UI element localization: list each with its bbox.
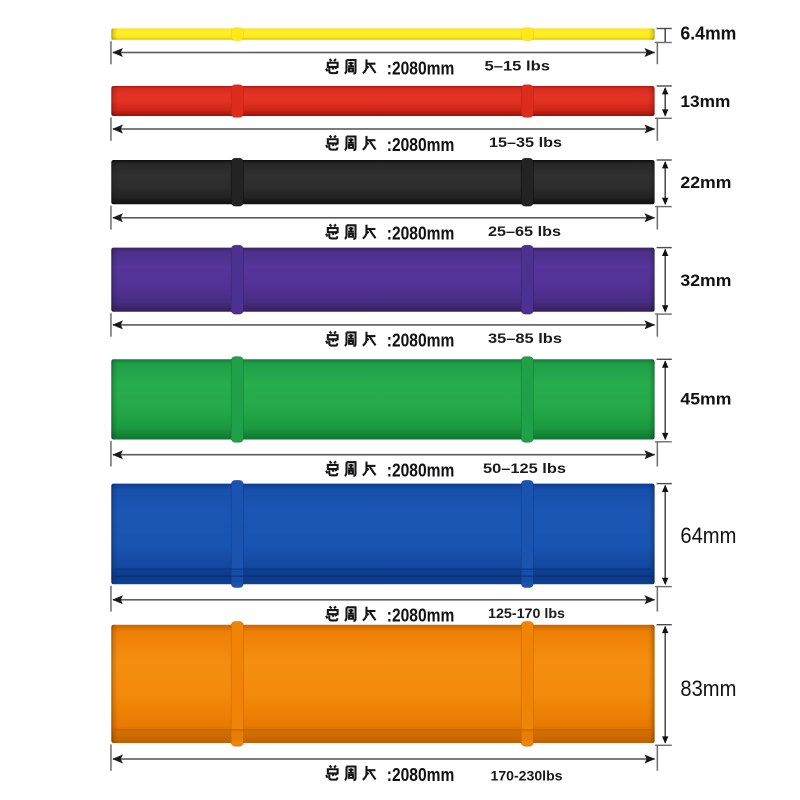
svg-text::2080mm: :2080mm	[387, 605, 455, 626]
svg-text:64mm: 64mm	[680, 523, 736, 548]
svg-text:35–85 lbs: 35–85 lbs	[488, 330, 562, 346]
svg-text::2080mm: :2080mm	[387, 57, 455, 78]
svg-text:5–15 lbs: 5–15 lbs	[485, 58, 551, 74]
svg-text:22mm: 22mm	[680, 174, 731, 192]
svg-text:83mm: 83mm	[680, 676, 736, 701]
svg-text:25–65 lbs: 25–65 lbs	[488, 223, 561, 239]
svg-text:45mm: 45mm	[680, 391, 731, 409]
svg-text:50–125 lbs: 50–125 lbs	[483, 460, 566, 476]
svg-text::2080mm: :2080mm	[387, 223, 455, 244]
svg-text:32mm: 32mm	[680, 272, 731, 290]
svg-text:125-170 lbs: 125-170 lbs	[488, 605, 565, 621]
svg-text:170-230lbs: 170-230lbs	[491, 767, 563, 783]
svg-text::2080mm: :2080mm	[387, 330, 455, 351]
svg-text:15–35 lbs: 15–35 lbs	[489, 134, 562, 150]
svg-text::2080mm: :2080mm	[387, 764, 455, 785]
svg-text::2080mm: :2080mm	[387, 460, 455, 481]
svg-text:13mm: 13mm	[680, 93, 730, 111]
svg-text:6.4mm: 6.4mm	[680, 24, 736, 44]
svg-text::2080mm: :2080mm	[387, 134, 455, 155]
